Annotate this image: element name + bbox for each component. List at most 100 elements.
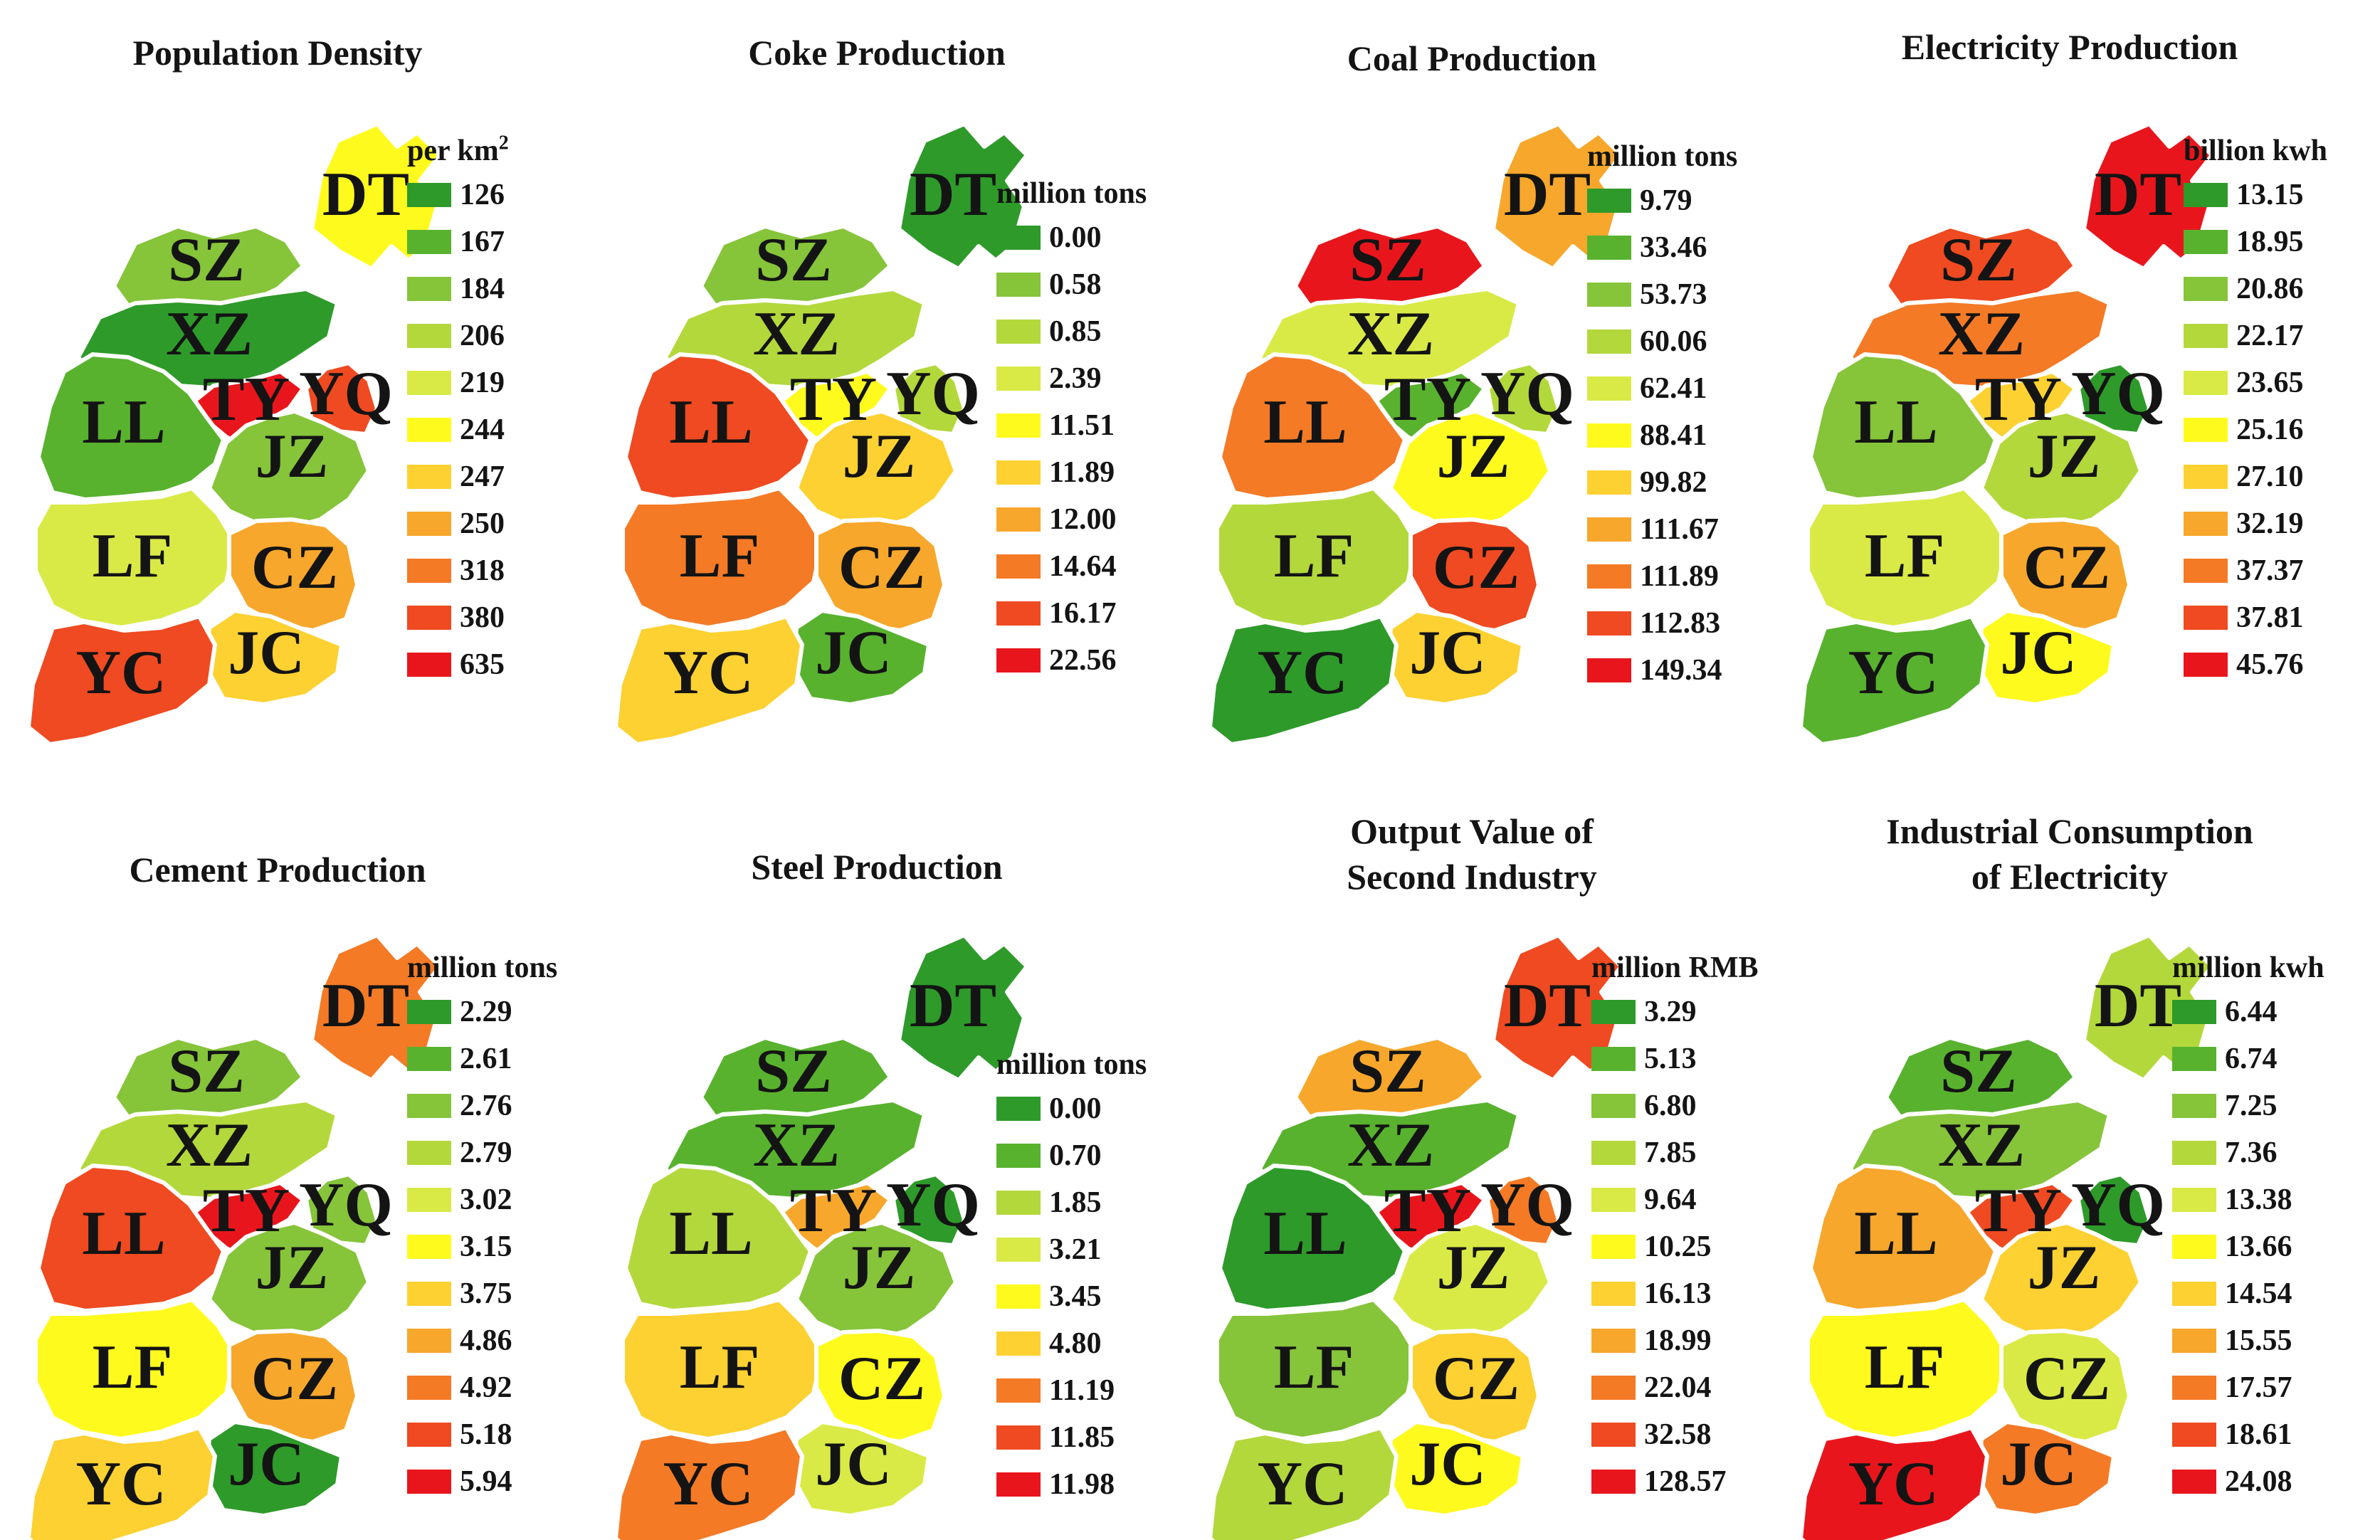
region-label-sz: SZ xyxy=(1349,226,1426,295)
legend-unit: per km2 xyxy=(407,132,509,169)
legend-swatch xyxy=(407,1329,451,1353)
region-label-lf: LF xyxy=(680,522,759,591)
legend-swatch xyxy=(2184,324,2228,348)
legend-swatch xyxy=(1591,1470,1636,1494)
legend-value: 37.37 xyxy=(2236,554,2304,587)
panel-title-line: Output Value of xyxy=(1350,811,1594,851)
legend-unit-text: million tons xyxy=(996,177,1147,210)
region-label-sz: SZ xyxy=(1940,226,2017,295)
region-label-cz: CZ xyxy=(838,533,925,602)
region-label-dt: DT xyxy=(910,160,996,229)
legend-value: 22.17 xyxy=(2236,320,2304,352)
legend-value: 18.61 xyxy=(2225,1418,2292,1451)
legend-unit: million tons xyxy=(1587,138,1737,175)
region-label-jc: JC xyxy=(1409,618,1486,687)
legend-swatch xyxy=(996,1331,1041,1356)
legend-value: 126 xyxy=(460,179,505,211)
legend-unit-text: million tons xyxy=(407,951,558,984)
legend-swatch xyxy=(1591,1141,1636,1165)
legend-swatch xyxy=(2184,418,2228,442)
region-label-jc: JC xyxy=(2000,618,2077,687)
legend-value: 7.36 xyxy=(2225,1136,2278,1169)
legend-value: 3.29 xyxy=(1644,996,1697,1028)
legend-value: 20.86 xyxy=(2236,273,2304,305)
panel-title-line: Cement Production xyxy=(129,850,426,890)
region-dt xyxy=(897,122,1029,271)
region-jz xyxy=(1389,409,1552,530)
legend-swatch xyxy=(1591,1282,1636,1306)
legend-swatch xyxy=(2184,606,2228,630)
region-jz xyxy=(207,409,371,530)
legend-value: 27.10 xyxy=(2236,460,2304,493)
legend-value: 206 xyxy=(460,320,505,352)
panel-title: Coal Production xyxy=(1187,36,1757,81)
legend-unit-text: billion kwh xyxy=(2184,135,2327,167)
region-ty xyxy=(190,1181,305,1259)
panel-title-line: Industrial Consumption xyxy=(1886,811,2253,851)
region-label-jz: JZ xyxy=(843,422,916,491)
region-label-jz: JZ xyxy=(2028,1233,2101,1302)
region-label-ll: LL xyxy=(82,388,165,457)
legend-swatch xyxy=(407,1235,451,1259)
legend-value: 13.38 xyxy=(2225,1183,2292,1216)
legend-swatch xyxy=(2172,1470,2216,1494)
legend-value: 11.89 xyxy=(1049,456,1115,489)
legend-value: 0.85 xyxy=(1049,315,1102,348)
legend-swatch xyxy=(996,1144,1041,1168)
region-label-yq: YQ xyxy=(299,1171,393,1240)
legend-swatch xyxy=(2184,277,2228,301)
legend-value: 5.18 xyxy=(460,1418,512,1451)
region-label-xz: XZ xyxy=(1938,1111,2025,1180)
legend-swatch xyxy=(1587,423,1631,448)
legend-swatch xyxy=(996,1378,1041,1403)
region-ll xyxy=(1808,1164,1998,1313)
legend-value: 3.45 xyxy=(1049,1280,1102,1313)
legend-unit: million RMB xyxy=(1591,949,1759,986)
region-jc xyxy=(204,1420,344,1518)
region-yc xyxy=(614,1425,804,1540)
legend-swatch xyxy=(2172,1235,2216,1259)
region-label-dt: DT xyxy=(322,160,409,229)
legend-unit: billion kwh xyxy=(2184,132,2327,169)
region-cz xyxy=(1999,517,2132,633)
legend-value: 318 xyxy=(460,554,505,587)
legend-swatch xyxy=(407,1470,451,1494)
region-ty xyxy=(777,369,892,448)
legend-value: 111.89 xyxy=(1640,560,1719,593)
legend-unit-text: million tons xyxy=(996,1048,1147,1081)
region-label-yq: YQ xyxy=(2071,359,2165,428)
legend-value: 111.67 xyxy=(1640,513,1719,546)
legend-value: 33.46 xyxy=(1640,231,1707,264)
legend-swatch xyxy=(2172,1141,2216,1165)
region-label-yc: YC xyxy=(75,1450,166,1519)
legend-unit-text: million RMB xyxy=(1591,951,1759,984)
legend-swatch xyxy=(1591,1000,1636,1024)
legend-swatch xyxy=(2172,1000,2216,1024)
region-label-xz: XZ xyxy=(753,300,840,369)
region-label-ty: TY xyxy=(1975,365,2062,434)
panel-title: Cement Production xyxy=(0,847,562,892)
legend-swatch xyxy=(1587,517,1631,542)
legend-value: 2.29 xyxy=(460,996,512,1028)
legend-swatch xyxy=(2172,1329,2216,1353)
legend-swatch xyxy=(407,371,451,395)
legend-value: 32.58 xyxy=(1644,1418,1712,1451)
region-label-sz: SZ xyxy=(1349,1037,1426,1106)
region-label-yq: YQ xyxy=(2071,1171,2165,1240)
legend-value: 4.92 xyxy=(460,1371,512,1404)
legend-swatch xyxy=(2184,183,2228,207)
legend-swatch xyxy=(996,273,1041,297)
legend-value: 88.41 xyxy=(1640,419,1707,452)
legend-value: 11.98 xyxy=(1049,1468,1115,1501)
panel-title: Output Value of Second Industry xyxy=(1187,808,1757,900)
legend-swatch xyxy=(996,601,1041,626)
legend-unit: million tons xyxy=(407,949,557,986)
legend-value: 14.54 xyxy=(2225,1277,2292,1310)
region-yc xyxy=(1208,1425,1399,1540)
region-cz xyxy=(814,1329,947,1444)
legend-swatch xyxy=(2184,512,2228,536)
legend-swatch xyxy=(1591,1376,1636,1400)
region-jc xyxy=(791,1420,931,1518)
